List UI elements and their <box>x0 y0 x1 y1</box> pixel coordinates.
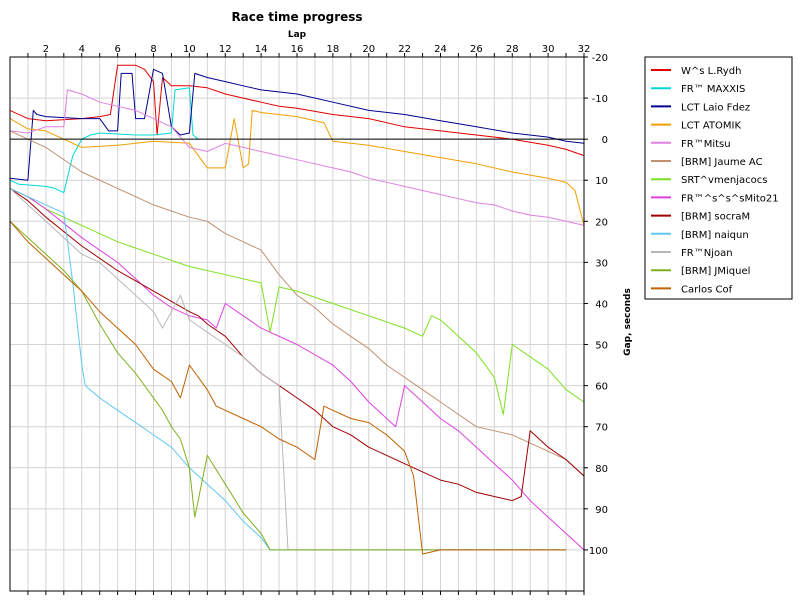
x-tick-label: 12 <box>219 44 232 55</box>
series-line <box>9 187 585 551</box>
series-line <box>9 187 585 502</box>
y-ticks: -20 -10 0 10 20 30 40 50 60 70 80 90 100 <box>584 53 608 557</box>
series-lines <box>9 64 585 555</box>
legend-entry: FR™Mitsu <box>681 139 731 150</box>
legend-entry: SRT^vmenjacocs <box>681 175 767 186</box>
y-tick-label: 0 <box>602 135 608 146</box>
x-tick-label: 2 <box>43 44 49 55</box>
y-axis-label: Gap, seconds <box>623 288 633 356</box>
legend-entry: [BRM] Jaume AC <box>681 157 763 168</box>
x-ticks: 2 4 6 8 10 12 14 16 18 20 22 24 26 28 30 32 <box>27 44 591 595</box>
y-tick-label: 80 <box>595 464 608 475</box>
legend-box <box>644 56 793 300</box>
series-line <box>9 109 585 226</box>
series-line <box>9 220 567 555</box>
x-tick-label: 10 <box>183 44 196 55</box>
x-tick-label: 4 <box>79 44 85 55</box>
x-axis-label: Lap <box>288 30 307 40</box>
y-tick-label: 10 <box>595 176 608 187</box>
series-line <box>9 89 585 226</box>
legend-entry: [BRM] socraM <box>681 212 750 223</box>
y-tick-label: -20 <box>592 53 608 64</box>
series-line <box>9 187 585 415</box>
legend-entry: Carlos Cof <box>681 284 733 295</box>
x-tick-label: 6 <box>114 44 120 55</box>
legend-entry: FR™^s^s^sMito21 <box>681 193 779 204</box>
y-tick-label: 20 <box>595 217 608 228</box>
x-tick-label: 30 <box>542 44 555 55</box>
x-tick-label: 22 <box>398 44 411 55</box>
x-tick-label: 18 <box>327 44 340 55</box>
series-line <box>9 68 585 181</box>
y-tick-label: 100 <box>589 546 608 557</box>
x-tick-label: 20 <box>362 44 375 55</box>
y-tick-label: 60 <box>595 382 608 393</box>
x-tick-label: 14 <box>255 44 268 55</box>
x-tick-label: 24 <box>434 44 447 55</box>
legend-entry: W^s L.Rydh <box>681 66 741 77</box>
chart-title: Race time progress <box>231 10 362 24</box>
legend-entry: FR™ MAXXIS <box>681 84 745 95</box>
series-line <box>9 64 585 157</box>
legend-entry: LCT ATOMIK <box>681 121 741 132</box>
y-tick-label: 70 <box>595 423 608 434</box>
x-tick-label: 28 <box>506 44 519 55</box>
x-tick-label: 26 <box>470 44 483 55</box>
y-tick-label: 90 <box>595 505 608 516</box>
y-tick-label: 40 <box>595 299 608 310</box>
legend-entry: FR™Njoan <box>681 248 733 259</box>
y-tick-label: 50 <box>595 341 608 352</box>
x-tick-label: 16 <box>291 44 304 55</box>
y-tick-label: -10 <box>592 94 608 105</box>
legend-entry: [BRM] JMiquel <box>681 266 750 277</box>
series-line <box>9 130 585 477</box>
legend: W^s L.Rydh FR™ MAXXIS LCT Laio Fdez LCT ATO… <box>644 56 793 300</box>
x-tick-label: 8 <box>150 44 156 55</box>
legend-entry: [BRM] naiqun <box>681 230 749 241</box>
legend-entry: LCT Laio Fdez <box>681 102 750 113</box>
y-tick-label: 30 <box>595 258 608 269</box>
series-line <box>9 87 199 194</box>
x-tick-label: 32 <box>578 44 591 55</box>
